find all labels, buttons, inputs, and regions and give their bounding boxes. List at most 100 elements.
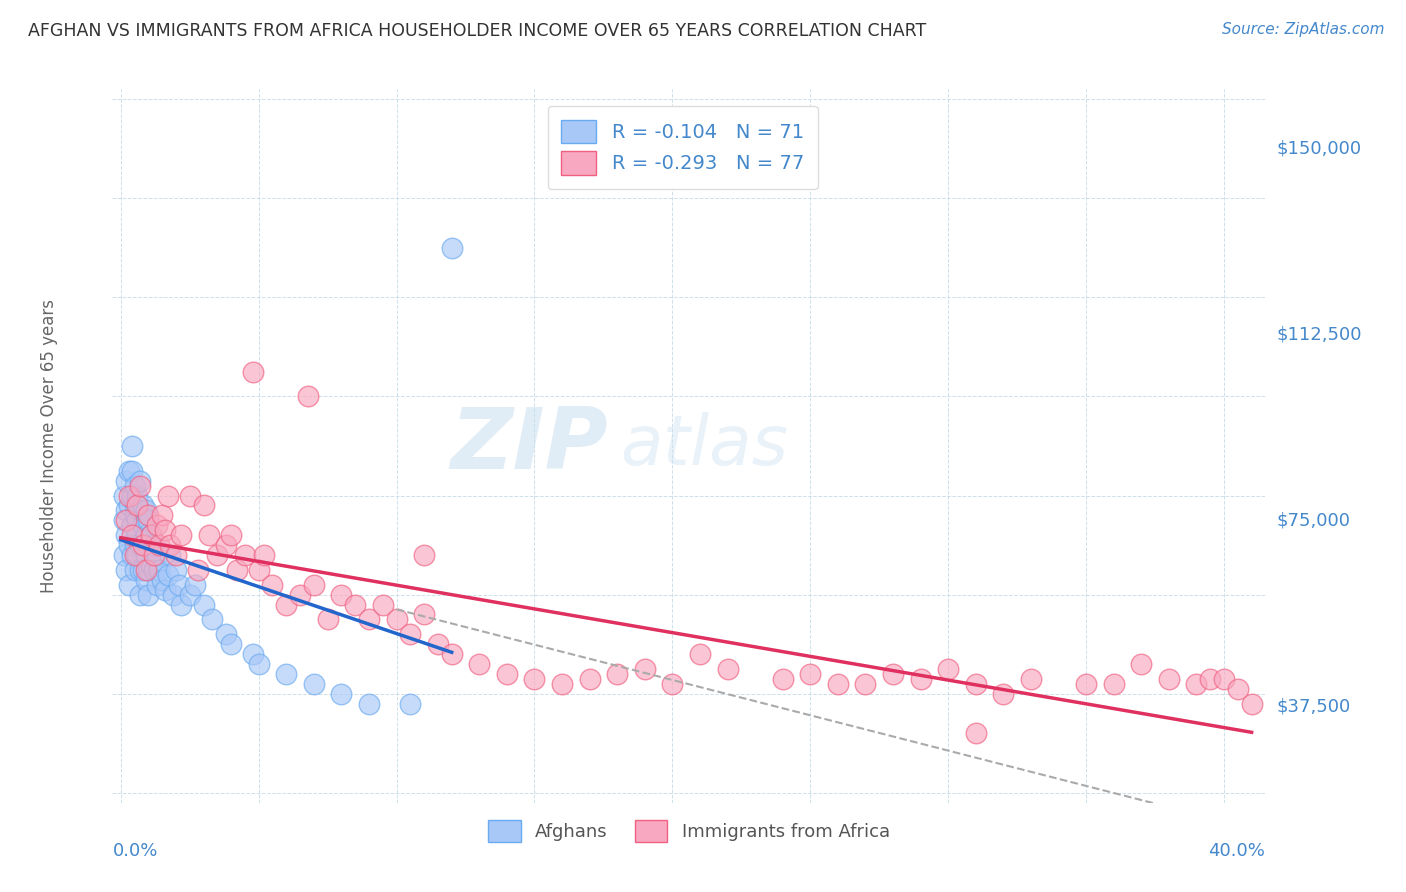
Point [187, 563, 209, 577]
Point [1019, 672, 1042, 686]
Point [1102, 677, 1125, 691]
Point [124, 548, 146, 562]
Point [242, 365, 264, 379]
Point [910, 672, 932, 686]
Point [1130, 657, 1153, 671]
Point [139, 558, 162, 572]
Point [121, 439, 143, 453]
Point [142, 548, 165, 562]
Point [193, 598, 215, 612]
Point [288, 588, 311, 602]
Point [606, 667, 628, 681]
Point [167, 578, 190, 592]
Point [965, 726, 987, 740]
Point [276, 598, 298, 612]
Point [1157, 672, 1180, 686]
Point [124, 563, 146, 577]
Point [127, 528, 149, 542]
Point [936, 662, 959, 676]
Point [993, 687, 1015, 701]
Point [139, 528, 162, 542]
Point [965, 677, 987, 691]
Point [138, 588, 160, 602]
Point [330, 588, 353, 602]
Point [201, 612, 224, 626]
Point [129, 563, 152, 577]
Point [156, 567, 179, 582]
Point [112, 548, 135, 562]
Point [399, 627, 422, 641]
Point [198, 528, 221, 542]
Point [855, 677, 877, 691]
Text: 0.0%: 0.0% [112, 842, 157, 860]
Point [127, 513, 149, 527]
Point [316, 612, 339, 626]
Point [440, 647, 463, 661]
Point [551, 677, 574, 691]
Point [184, 578, 207, 592]
Point [159, 538, 181, 552]
Point [344, 598, 367, 612]
Point [115, 528, 138, 542]
Point [1074, 677, 1097, 691]
Point [121, 518, 143, 533]
Point [124, 508, 146, 523]
Point [214, 627, 236, 641]
Point [127, 489, 149, 503]
Point [145, 548, 167, 562]
Point [1226, 681, 1249, 696]
Point [145, 578, 167, 592]
Point [772, 672, 794, 686]
Point [135, 573, 157, 587]
Point [132, 533, 155, 548]
Point [124, 478, 146, 492]
Point [827, 677, 849, 691]
Point [115, 503, 138, 517]
Point [135, 548, 157, 562]
Point [138, 538, 160, 552]
Point [297, 389, 319, 403]
Point [129, 503, 152, 517]
Point [138, 513, 160, 527]
Point [118, 499, 141, 513]
Point [132, 563, 155, 577]
Point [156, 489, 179, 503]
Point [121, 489, 143, 503]
Text: Householder Income Over 65 years: Householder Income Over 65 years [39, 299, 58, 593]
Point [247, 657, 270, 671]
Point [661, 677, 683, 691]
Point [129, 588, 152, 602]
Point [253, 548, 276, 562]
Point [578, 672, 600, 686]
Point [148, 538, 170, 552]
Point [159, 548, 181, 562]
Point [1199, 672, 1222, 686]
Point [132, 518, 155, 533]
Point [247, 563, 270, 577]
Point [118, 538, 141, 552]
Point [193, 499, 215, 513]
Point [1185, 677, 1208, 691]
Point [1213, 672, 1236, 686]
Point [138, 563, 160, 577]
Point [124, 538, 146, 552]
Point [138, 508, 160, 523]
Point [170, 598, 193, 612]
Point [426, 637, 449, 651]
Point [634, 662, 657, 676]
Point [135, 563, 157, 577]
Point [112, 513, 135, 527]
Point [716, 662, 738, 676]
Point [262, 578, 284, 592]
Point [118, 578, 141, 592]
Point [357, 612, 380, 626]
Point [371, 598, 394, 612]
Point [440, 241, 463, 255]
Point [162, 588, 184, 602]
Point [385, 612, 408, 626]
Text: Source: ZipAtlas.com: Source: ZipAtlas.com [1222, 22, 1385, 37]
Point [112, 489, 135, 503]
Point [115, 474, 138, 488]
Point [150, 573, 173, 587]
Point [302, 677, 325, 691]
